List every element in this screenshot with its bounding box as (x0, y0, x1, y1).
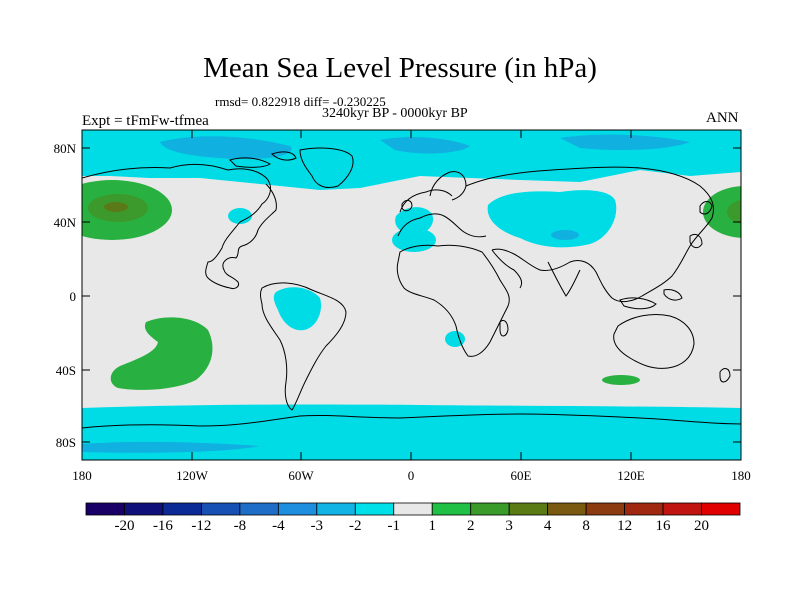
colorbar-label: 2 (466, 518, 475, 534)
axis-ticks (81, 130, 742, 460)
colorbar-label: -20 (114, 518, 135, 534)
colorbar-swatch (239, 502, 279, 516)
lon-label-120e: 120E (617, 468, 645, 483)
colorbar-swatch (701, 502, 741, 516)
colorbar-swatch (201, 502, 241, 516)
colorbar (85, 502, 741, 516)
colorbar-label: -16 (152, 518, 173, 534)
eurasia-cyan-region (487, 190, 617, 248)
safrica-cyan-patch (445, 331, 465, 347)
colorbar-swatch (316, 502, 356, 516)
npac-olive-left (104, 202, 128, 212)
lon-label-60e: 60E (510, 468, 532, 483)
colorbar-label: -12 (191, 518, 212, 534)
spac-green-region (110, 317, 213, 390)
eurasia-blue-core (551, 230, 579, 240)
lat-label-40s: 40S (55, 363, 76, 378)
southern-ocean-blue-patch (82, 441, 260, 453)
colorbar-swatch (124, 502, 164, 516)
lon-label-180w: 180 (72, 468, 92, 483)
colorbar-label: -8 (233, 518, 247, 534)
colorbar-label: 4 (543, 518, 552, 534)
colorbar-label: -2 (349, 518, 362, 534)
npac-darkgreen-right (727, 200, 741, 224)
colorbar-swatch (547, 502, 587, 516)
colorbar-label: -1 (387, 518, 401, 534)
med-cyan-patch (392, 228, 436, 252)
colorbar-swatch (470, 502, 510, 516)
colorbar-label: 20 (694, 518, 710, 534)
season-label: ANN (706, 110, 739, 126)
europe-cyan-region (395, 207, 434, 236)
samerica-cyan-region (273, 287, 322, 331)
lon-label-180e: 180 (731, 468, 751, 483)
colorbar-swatch (431, 502, 472, 516)
stats-text: rmsd= 0.822918 diff= -0.230225 (215, 94, 386, 109)
lat-label-80s: 80S (55, 435, 76, 450)
experiment-label: Expt = tFmFw-tfmea (82, 113, 209, 129)
map-title: Mean Sea Level Pressure (in hPa) (203, 52, 597, 84)
colorbar-label: 16 (655, 518, 671, 534)
colorbar-label: 12 (617, 518, 633, 534)
sind-green-patch (602, 375, 640, 385)
colorbar-swatch (85, 502, 125, 516)
colorbar-swatch (162, 502, 202, 516)
arctic-blue-patch-3 (560, 134, 690, 150)
lon-label-120w: 120W (176, 468, 208, 483)
colorbar-swatch (662, 502, 702, 516)
colorbar-label: -3 (310, 518, 324, 534)
colorbar-label: 1 (428, 518, 436, 534)
colorbar-label: 3 (505, 518, 513, 534)
arctic-blue-patch (160, 136, 292, 160)
lat-label-80n: 80N (53, 141, 76, 156)
colorbar-swatch (508, 502, 549, 516)
colorbar-swatch (624, 502, 664, 516)
arctic-blue-patch-2 (380, 137, 470, 154)
coastlines (82, 147, 741, 429)
lat-label-0: 0 (69, 289, 77, 304)
natl-cyan-patch (228, 208, 252, 224)
lat-label-40n: 40N (53, 215, 76, 230)
npac-green-right (703, 186, 741, 238)
colorbar-swatch (393, 502, 433, 516)
colorbar-label: 8 (582, 518, 590, 534)
map-panel (82, 130, 741, 460)
colorbar-swatch (354, 502, 395, 516)
lon-label-60w: 60W (288, 468, 314, 483)
lon-label-0: 0 (407, 468, 415, 483)
colorbar-swatch (277, 502, 318, 516)
colorbar-swatch (585, 502, 625, 516)
period-text: 3240kyr BP - 0000kyr BP (322, 106, 468, 121)
colorbar-label: -4 (272, 518, 285, 534)
